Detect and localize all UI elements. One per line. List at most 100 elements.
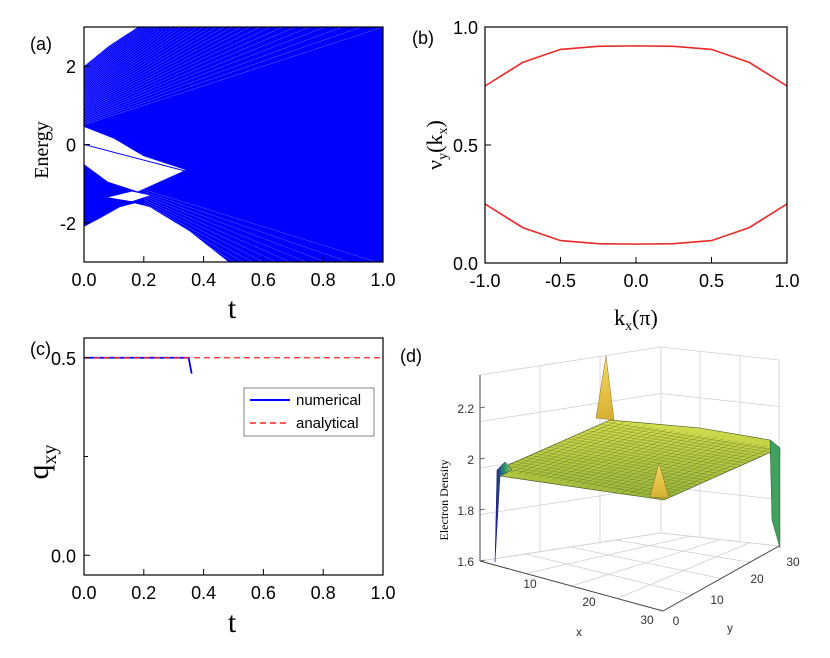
floor-grid-line [615,539,751,563]
back-grid-line [479,393,662,422]
band-line [143,216,203,262]
panel-d: (d) 2.2 2 1.8 1.6 10 20 30 0 10 20 30 Electron Den… [400,346,800,639]
numerical-line [84,356,193,374]
y-tick-label: 0.5 [51,349,76,369]
panel-b: (b) -1.0 -0.5 0.0 0.5 1.0 1.0 0.5 0.0 νy(kx) kx… [412,18,800,334]
wannier-band-line [484,203,788,245]
band-line [143,218,198,262]
band-line [143,224,186,262]
y-tick-label: -2 [60,214,76,234]
y-tick-label: 2 [66,57,76,77]
band-line [84,27,146,82]
panel-c: (c) 0.0 0.2 0.4 0.6 0.8 1.0 0.5 0.0 qxy t numer… [22,337,396,639]
band-line [84,27,383,126]
panel-label-c: (c) [30,339,51,359]
x-tick-label: -0.5 [545,271,576,291]
band-line [84,27,272,115]
band-line [84,27,297,118]
y-axis-line [662,545,780,612]
band-gap [84,126,186,192]
band-line [84,27,233,108]
band-line [143,203,253,262]
panel-label-d: (d) [400,346,422,366]
band-line [143,208,227,262]
floor-grid-line [570,546,722,579]
corner-peak-back [595,355,615,421]
z-tick-label: 1.8 [457,504,474,518]
y-tick-label: 30 [786,555,800,569]
surface-mesh-line [656,446,773,499]
band-line [84,27,242,110]
x-tick-label: 0.4 [191,270,216,290]
xlabel-b: kx(π) [614,305,658,334]
band-line [84,27,153,85]
ylabel-d: y [727,621,733,635]
ylabel-c: qxy [22,445,61,480]
zero-energy-mode [84,144,189,173]
y-tick-label: 0.0 [453,254,478,274]
surface-mesh-line [605,421,776,451]
y-tick-label: 0.0 [51,546,76,566]
band-line [84,27,284,116]
band-line [84,27,177,94]
y-tick-label: 1.0 [453,18,478,38]
x-tick-label: 0.2 [131,270,156,290]
wannier-bands [484,45,788,245]
xlabel-d: x [576,625,582,639]
band-line [84,27,137,77]
surface-left-edge [494,461,513,563]
band-line [84,27,150,83]
back-grid-line [660,346,780,361]
qxy-series [84,356,383,374]
band-line [84,27,193,99]
band-line [84,27,140,79]
band-line [143,212,214,262]
ticks-a: 0.0 0.2 0.4 0.6 0.8 1.0 2 0 -2 [60,57,396,290]
band-line [84,27,198,100]
y-tick-label: 10 [710,593,724,607]
band-line [84,27,326,121]
x-tick-label: 0.0 [623,271,648,291]
corner-peak-front [649,462,670,499]
z-tick-mark [479,406,486,409]
x-tick-label: 0.4 [191,583,216,603]
band-line [84,27,343,122]
band-line [84,27,311,119]
band-line [84,27,211,104]
x-tick-label: 0.0 [71,270,96,290]
z-tick-mark [479,457,486,460]
panel-label-b: (b) [412,28,434,48]
band-line [143,205,244,262]
band-line [143,207,235,262]
surface-mesh-line [600,423,771,453]
band-line [143,189,378,262]
x-tick-label: -1.0 [469,271,500,291]
y-tick-label: 0 [66,136,76,156]
x-tick-label: 10 [523,577,537,591]
surface-mesh-line [650,445,766,498]
band-line [143,222,190,262]
legend-analytical-label: analytical [296,415,359,432]
plot-frame-c [83,337,384,576]
band-line [143,201,264,262]
band-line [84,27,261,113]
xlabel-c: t [228,606,237,639]
band-line [143,197,291,262]
legend-box [243,387,375,437]
legend-c: numerical analytical [243,387,375,437]
x-tick-label: 0.6 [251,270,276,290]
xlabel-a: t [228,292,237,325]
band-line [84,27,187,97]
band-line [143,193,327,262]
band-line [84,27,225,107]
x-tick-label: 1.0 [370,270,395,290]
band-line [84,27,204,102]
x-axis-line [479,560,664,612]
band-line [143,195,307,262]
surface-mesh-line [595,426,766,455]
band-line [84,27,218,105]
surface-right-edge [769,439,781,549]
band-line [143,220,194,262]
